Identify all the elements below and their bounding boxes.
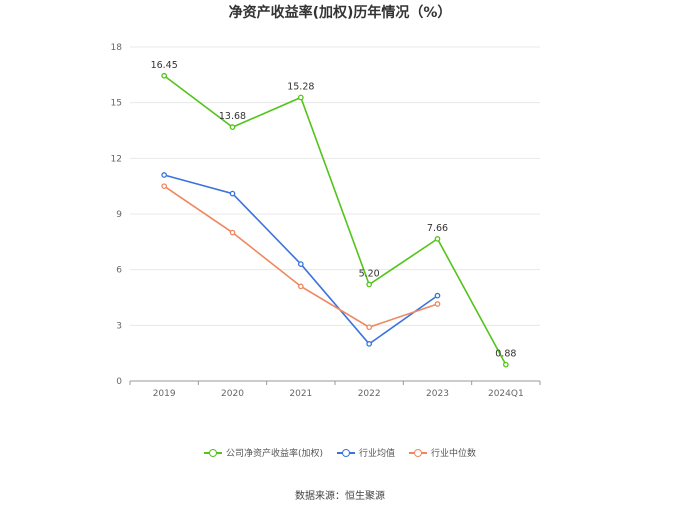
x-tick-label: 2020 xyxy=(221,389,244,399)
data-point xyxy=(434,301,441,307)
x-tick-label: 2019 xyxy=(153,389,176,399)
data-label: 13.68 xyxy=(219,111,246,122)
series-line-2 xyxy=(163,185,438,329)
data-point xyxy=(366,341,373,347)
data-point xyxy=(366,324,373,331)
data-source-note: 数据来源：恒生聚源 xyxy=(295,491,385,502)
x-tick-label: 2022 xyxy=(358,389,381,399)
y-tick-label: 0 xyxy=(116,377,122,387)
data-point xyxy=(434,236,441,242)
legend-swatch xyxy=(337,448,355,458)
chart-title: 净资产收益率(加权)历年情况（%） xyxy=(228,5,452,21)
y-tick-label: 9 xyxy=(116,210,122,220)
legend: 公司净资产收益率(加权) 行业均值 行业中位数 xyxy=(0,446,680,459)
data-point xyxy=(366,281,373,288)
axis-layer: 0 3 6 9 12 15 18 2019 2020 2021 2022 2023 2024Q1 xyxy=(111,43,541,399)
legend-item[interactable]: 行业中位数 xyxy=(409,446,476,459)
data-point xyxy=(161,183,168,190)
data-point xyxy=(297,283,304,290)
legend-item[interactable]: 行业均值 xyxy=(337,446,395,459)
data-point xyxy=(161,72,168,79)
data-point xyxy=(229,124,236,131)
grid-layer xyxy=(130,46,540,326)
legend-item[interactable]: 公司净资产收益率(加权) xyxy=(203,446,323,459)
data-label: 5.20 xyxy=(359,269,380,280)
legend-swatch xyxy=(409,448,428,458)
data-label: 16.45 xyxy=(151,60,178,71)
legend-label: 行业均值 xyxy=(359,449,396,459)
x-tick-label: 2024Q1 xyxy=(488,389,524,399)
y-tick-label: 18 xyxy=(111,43,123,53)
series-line-0 xyxy=(163,75,507,366)
y-tick-label: 15 xyxy=(111,99,122,109)
data-point xyxy=(297,261,304,267)
y-tick-label: 12 xyxy=(111,154,122,164)
legend-label: 行业中位数 xyxy=(431,449,477,459)
data-point xyxy=(229,229,236,236)
legend-swatch xyxy=(203,448,222,458)
data-label-layer: 16.45 13.68 15.28 5.20 7.66 0.88 xyxy=(151,60,517,360)
data-label: 0.88 xyxy=(495,349,516,360)
data-label: 15.28 xyxy=(287,81,314,92)
y-tick-label: 6 xyxy=(116,266,122,276)
data-point xyxy=(502,361,509,368)
x-tick-label: 2021 xyxy=(289,389,312,399)
legend-label: 公司净资产收益率(加权) xyxy=(225,449,323,459)
data-point xyxy=(229,190,236,197)
data-point xyxy=(297,94,304,101)
data-point xyxy=(161,172,168,178)
y-tick-label: 3 xyxy=(116,321,122,331)
series-layer xyxy=(161,72,509,368)
data-label: 7.66 xyxy=(427,223,448,234)
data-point xyxy=(434,292,441,299)
x-tick-label: 2023 xyxy=(426,389,449,399)
